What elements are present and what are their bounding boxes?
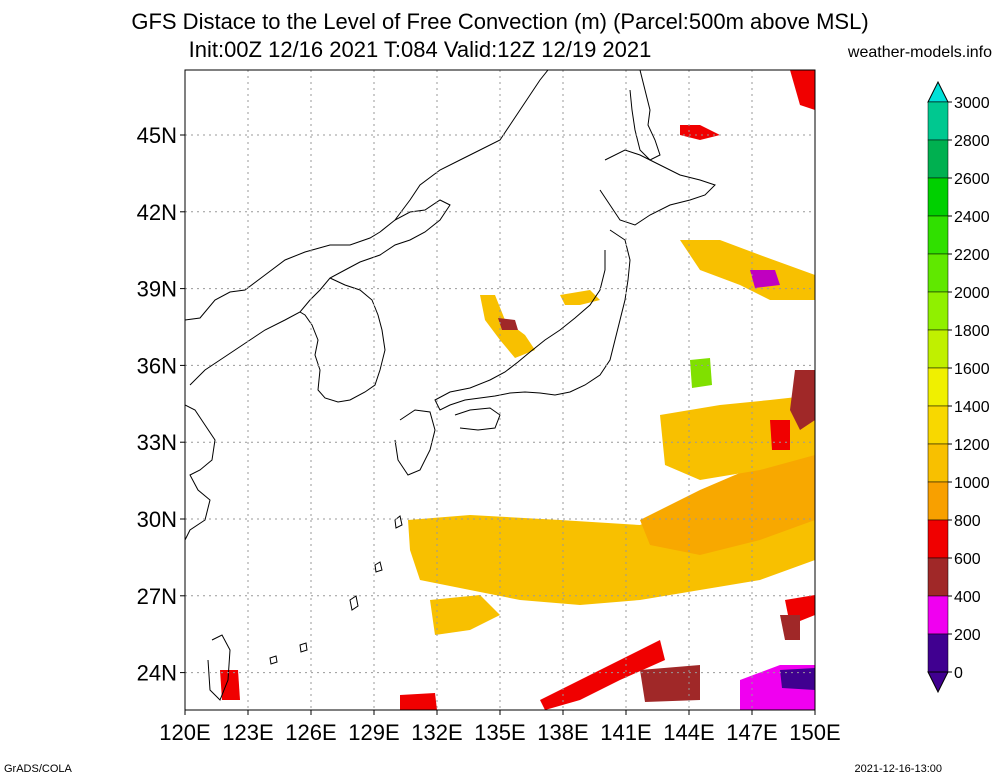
coastline-ryukyu — [269, 515, 403, 665]
lfc-red-south-small — [400, 693, 437, 710]
site-credit: weather-models.info — [847, 44, 992, 61]
colorbar-label: 1600 — [954, 361, 990, 378]
colorbar-label: 2200 — [954, 247, 990, 264]
lfc-red-south-band — [540, 640, 665, 710]
colorbar-segment — [927, 595, 949, 635]
coastline-sakhalin — [629, 70, 661, 161]
lfc-green-patch — [690, 358, 712, 388]
colorbar-label: 3000 — [954, 95, 990, 112]
footer-credit: GrADS/COLA — [4, 763, 72, 775]
lfc-yellow-northeast — [680, 240, 815, 300]
lon-tick-label: 144E — [663, 720, 714, 745]
coastline-mainland — [185, 199, 451, 386]
lfc-patch-honshu — [560, 290, 600, 305]
lat-tick-label: 39N — [137, 277, 177, 302]
lfc-yellow-east — [660, 395, 815, 480]
colorbar-segment — [927, 519, 949, 559]
lat-lon-grid — [185, 70, 815, 710]
colorbar-segment — [927, 367, 949, 407]
lfc-red-taiwan — [220, 670, 240, 700]
lat-tick-label: 27N — [137, 584, 177, 609]
colorbar-segment — [927, 633, 949, 673]
lat-tick-label: 30N — [137, 507, 177, 532]
colorbar-label: 800 — [954, 513, 981, 530]
lfc-red-kuril — [680, 125, 720, 140]
longitude-axis: 120E 123E 126E 129E 132E 135E 138E 141E 144E 147E… — [159, 710, 841, 745]
colorbar-label: 2600 — [954, 171, 990, 188]
colorbar-label: 0 — [954, 665, 963, 682]
colorbar-label: 2000 — [954, 285, 990, 302]
colorbar-label: 1400 — [954, 399, 990, 416]
colorbar-label: 2800 — [954, 133, 990, 150]
coastline-korea — [299, 277, 386, 403]
coastline-china-east — [185, 404, 216, 541]
lfc-brown-south — [640, 665, 700, 702]
colorbar-label: 1200 — [954, 437, 990, 454]
lon-tick-label: 132E — [411, 720, 462, 745]
lfc-purple-south — [780, 668, 815, 690]
colorbar-top-arrow — [927, 80, 949, 103]
lfc-red-northeast-corner — [790, 70, 815, 110]
colorbar-label: 2400 — [954, 209, 990, 226]
colorbar-label: 600 — [954, 551, 981, 568]
lon-tick-label: 150E — [789, 720, 840, 745]
lfc-band-yellow-south — [408, 455, 815, 605]
colorbar-segment — [927, 405, 949, 445]
lon-tick-label: 129E — [348, 720, 399, 745]
footer-timestamp: 2021-12-16-13:00 — [854, 763, 942, 775]
lfc-brown-east-1 — [790, 370, 815, 430]
coastline-kyushu — [394, 409, 436, 476]
lon-tick-label: 120E — [159, 720, 210, 745]
colorbar-segment — [927, 329, 949, 369]
lon-tick-label: 135E — [474, 720, 525, 745]
lfc-patch-brown-1 — [498, 318, 518, 330]
colorbar: 3000280026002400220020001800160014001200… — [927, 80, 990, 694]
colorbar-segment — [927, 557, 949, 597]
colorbar-segment — [927, 177, 949, 217]
coastline-hokkaido — [599, 149, 716, 226]
lfc-brown-southeast — [780, 615, 800, 640]
lfc-shading — [220, 70, 815, 710]
lon-tick-label: 126E — [285, 720, 336, 745]
colorbar-segment — [927, 253, 949, 293]
colorbar-label: 1800 — [954, 323, 990, 340]
coastline-taiwan — [207, 634, 231, 701]
colorbar-segment — [927, 291, 949, 331]
colorbar-label: 400 — [954, 589, 981, 606]
colorbar-label: 200 — [954, 627, 981, 644]
colorbar-bottom-arrow — [927, 671, 949, 694]
colorbar-segment — [927, 139, 949, 179]
lat-tick-label: 24N — [137, 661, 177, 686]
coastline-primorye — [394, 70, 549, 221]
coastline — [185, 70, 716, 701]
lon-tick-label: 147E — [726, 720, 777, 745]
lfc-yellow-southwest — [430, 595, 500, 635]
lfc-magenta-east — [750, 270, 780, 288]
latitude-axis: 45N 42N 39N 36N 33N 30N 27N 24N — [137, 123, 185, 686]
lon-tick-label: 141E — [600, 720, 651, 745]
coastline-shikoku — [454, 407, 501, 431]
coastline-honshu — [434, 229, 631, 411]
colorbar-segment — [927, 443, 949, 483]
lat-tick-label: 45N — [137, 123, 177, 148]
lon-tick-label: 138E — [537, 720, 588, 745]
lon-tick-label: 123E — [222, 720, 273, 745]
colorbar-segment — [927, 481, 949, 521]
colorbar-label: 1000 — [954, 475, 990, 492]
colorbar-segment — [927, 215, 949, 255]
colorbar-segment — [927, 101, 949, 141]
map-title: GFS Distace to the Level of Free Convect… — [131, 9, 869, 34]
map-subtitle: Init:00Z 12/16 2021 T:084 Valid:12Z 12/1… — [188, 37, 652, 62]
lfc-band-orange-core — [640, 450, 815, 555]
lat-tick-label: 33N — [137, 430, 177, 455]
lat-tick-label: 36N — [137, 353, 177, 378]
lfc-red-east-1 — [770, 420, 790, 450]
lat-tick-label: 42N — [137, 200, 177, 225]
